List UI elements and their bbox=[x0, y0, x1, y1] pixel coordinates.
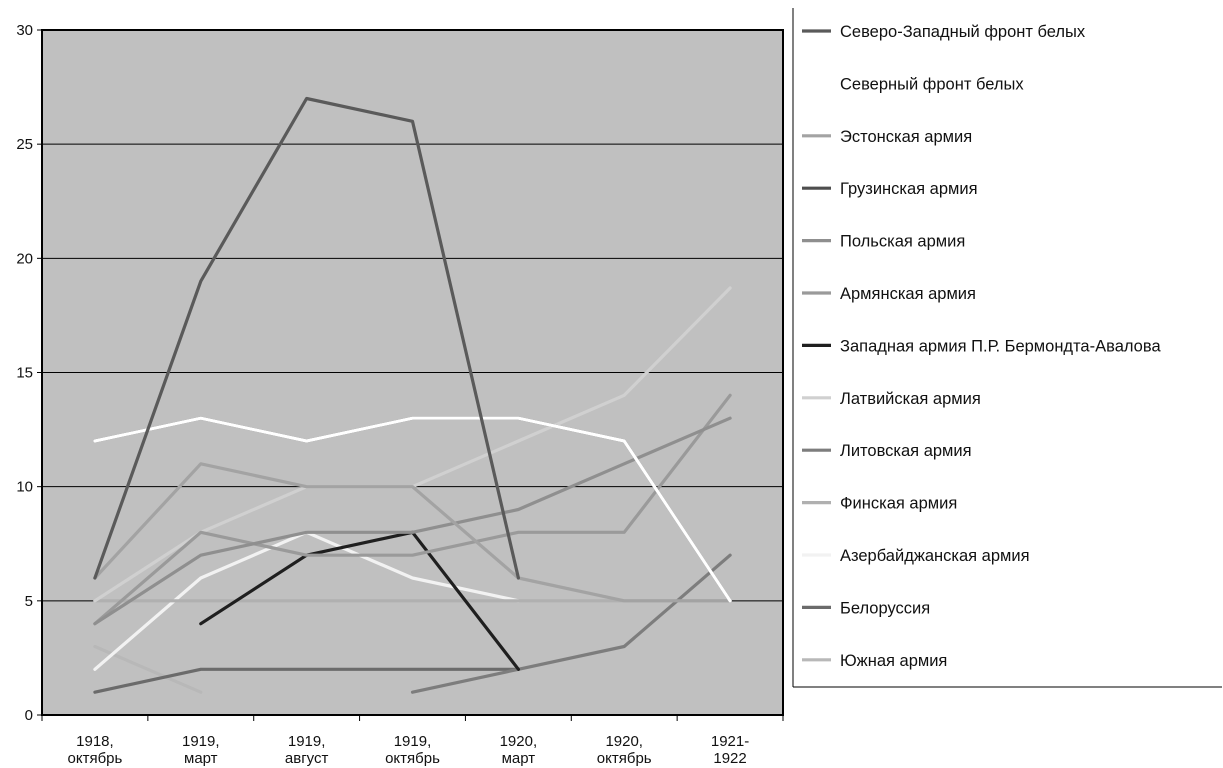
x-tick-label-0-line-1: 1918, bbox=[76, 733, 114, 750]
series-line-4-segment-0 bbox=[93, 416, 732, 626]
x-tick-label-1-line-1: 1919, bbox=[182, 733, 220, 750]
legend: Северо-Западный фронт белых Северный фрон… bbox=[792, 8, 1222, 688]
x-tick-label-4-line-1: 1920, bbox=[500, 733, 538, 750]
legend-label-11: Белоруссия bbox=[840, 599, 930, 617]
series-line-1-segment-0 bbox=[93, 416, 732, 603]
x-tick-label-2-line-1: 1919, bbox=[288, 733, 326, 750]
legend-label-0: Северо-Западный фронт белых bbox=[840, 23, 1086, 41]
legend-label-8: Литовская армия bbox=[840, 442, 972, 460]
x-tick-label-4-line-2: март bbox=[502, 750, 536, 767]
legend-label-10: Азербайджанская армия bbox=[840, 547, 1030, 565]
series-line-5-segment-0 bbox=[93, 393, 732, 626]
legend-label-5: Армянская армия bbox=[840, 285, 976, 303]
y-tick-label-2: 10 bbox=[16, 479, 33, 496]
x-tick-label-5-line-2: октябрь bbox=[597, 750, 652, 767]
y-tick-label-5: 25 bbox=[16, 136, 33, 153]
y-tick-label-4: 20 bbox=[16, 250, 33, 267]
x-axis: 1918,октябрь1919,март1919,август1919,окт… bbox=[41, 714, 784, 767]
y-tick-label-3: 15 bbox=[16, 365, 33, 382]
x-tick-label-3-line-1: 1919, bbox=[394, 733, 432, 750]
series-line-11-segment-0 bbox=[93, 667, 521, 694]
y-tick-label-1: 5 bbox=[25, 593, 33, 610]
x-tick-label-5-line-1: 1920, bbox=[605, 733, 643, 750]
series-line-6-segment-0 bbox=[199, 530, 521, 671]
legend-label-12: Южная армия bbox=[840, 652, 947, 670]
legend-label-1: Северный фронт белых bbox=[840, 75, 1024, 93]
y-axis: 0 5 10 15 20 25 30 bbox=[16, 22, 43, 724]
legend-label-2: Эстонская армия bbox=[840, 128, 972, 146]
series-lines bbox=[93, 96, 732, 694]
x-tick-label-6-line-1: 1921- bbox=[711, 733, 749, 750]
legend-label-3: Грузинская армия bbox=[840, 180, 978, 198]
x-tick-label-2-line-2: август bbox=[285, 750, 329, 767]
series-line-2-segment-0 bbox=[93, 462, 732, 603]
x-tick-label-1-line-2: март bbox=[184, 750, 218, 767]
y-tick-label-6: 30 bbox=[16, 22, 33, 39]
series-line-0-segment-0 bbox=[93, 96, 521, 580]
x-tick-label-3-line-2: октябрь bbox=[385, 750, 440, 767]
legend-label-6: Западная армия П.Р. Бермондта-Авалова bbox=[840, 337, 1161, 355]
legend-label-4: Польская армия bbox=[840, 233, 965, 251]
x-tick-label-0-line-2: октябрь bbox=[68, 750, 123, 767]
x-tick-label-6-line-2: 1922 bbox=[713, 750, 746, 767]
legend-label-9: Финская армия bbox=[840, 495, 957, 513]
y-tick-label-0: 0 bbox=[25, 707, 33, 724]
legend-label-7: Латвийская армия bbox=[840, 390, 981, 408]
